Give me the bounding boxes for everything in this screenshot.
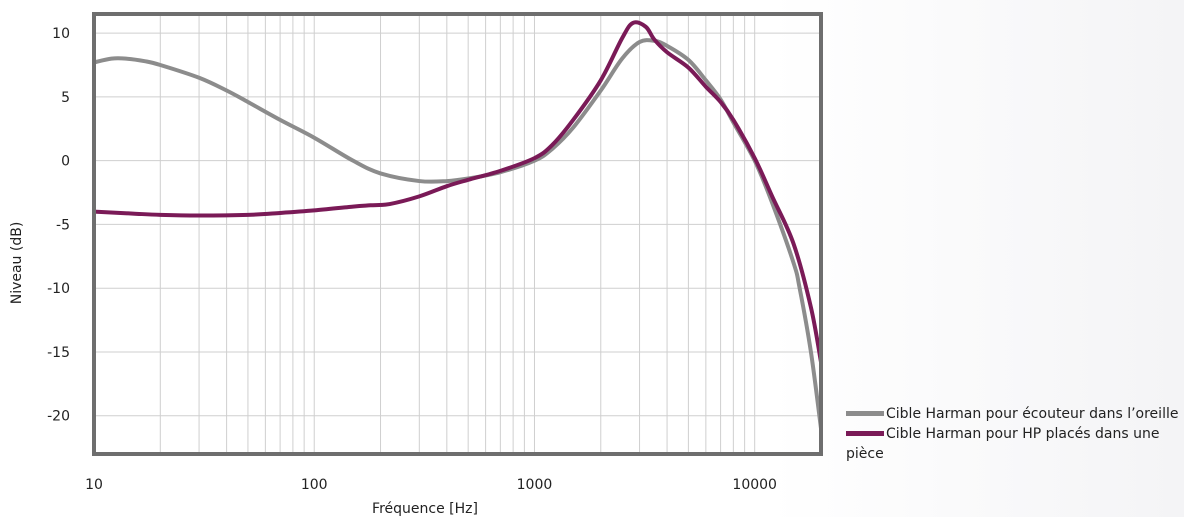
plot-frame: [92, 12, 823, 456]
x-tick-label: 10: [85, 477, 103, 493]
series-layer: [93, 20, 823, 429]
legend-swatch-in-ear: [846, 410, 884, 416]
y-tick-label: 10: [52, 26, 70, 42]
legend-swatch-room: [846, 430, 884, 436]
y-tick-label: -20: [47, 409, 70, 425]
y-tick-label: -10: [47, 281, 70, 297]
y-tick-label: -15: [47, 345, 70, 361]
x-tick-label: 10000: [732, 477, 777, 493]
y-tick-label: 0: [61, 154, 70, 170]
x-axis-title: Fréquence [Hz]: [372, 501, 478, 517]
y-axis-ticks: 10 5 0 -5 -10 -15 -20: [47, 26, 70, 425]
series-line-room: [93, 20, 823, 363]
x-tick-label: 1000: [517, 477, 553, 493]
grid: [93, 14, 822, 454]
legend-label-room: Cible Harman pour HP placés dans une piè…: [846, 426, 1160, 462]
x-axis-ticks: 10 100 1000 10000: [85, 477, 777, 493]
y-tick-label: -5: [56, 217, 70, 233]
legend: Cible Harman pour écouteur dans l’oreill…: [846, 404, 1184, 464]
legend-label-in-ear: Cible Harman pour écouteur dans l’oreill…: [886, 406, 1179, 422]
y-tick-label: 5: [61, 90, 70, 106]
legend-entry-room: Cible Harman pour HP placés dans une piè…: [846, 424, 1184, 464]
legend-entry-in-ear: Cible Harman pour écouteur dans l’oreill…: [846, 404, 1184, 424]
series-line-in-ear: [93, 38, 823, 429]
x-tick-label: 100: [301, 477, 328, 493]
y-axis-title: Niveau (dB): [9, 222, 25, 305]
